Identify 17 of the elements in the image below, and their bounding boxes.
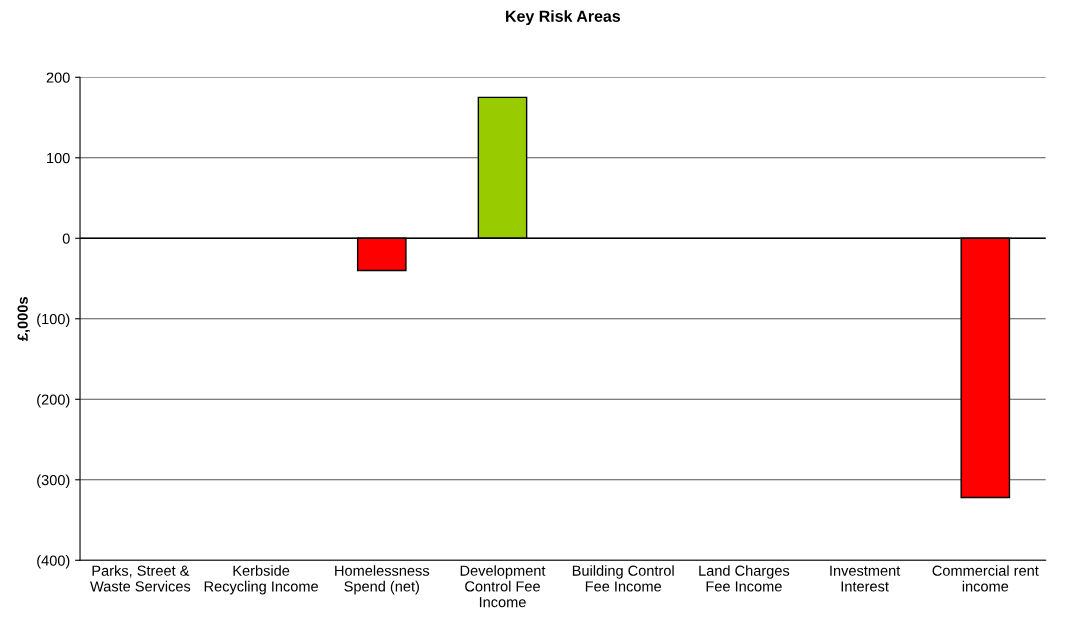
x-tick-label: Land Charges Fee Income xyxy=(699,565,790,592)
x-tick-label: Parks, Street & Waste Services xyxy=(90,565,191,592)
y-axis-title: £,000s xyxy=(17,297,30,341)
x-tick-label: Kerbside Recycling Income xyxy=(204,565,318,595)
y-tick-label: 100 xyxy=(47,152,70,164)
chart-title: Key Risk Areas xyxy=(506,10,621,26)
x-tick-label: Development Control Fee Income xyxy=(460,565,546,608)
x-tick-label: Homelessness Spend (net) xyxy=(335,565,430,595)
x-tick-label: Building Control Fee Income xyxy=(572,565,674,592)
y-tick-label: (100) xyxy=(37,313,70,328)
x-tick-label: Commercial rent income xyxy=(932,565,1039,592)
x-tick-label: Investment Interest xyxy=(830,565,901,592)
y-tick-label: (200) xyxy=(37,394,70,408)
y-tick-label: 0 xyxy=(62,233,70,244)
y-tick-label: (300) xyxy=(37,474,70,489)
y-tick-label: (400) xyxy=(37,555,70,569)
y-tick-label: 200 xyxy=(46,72,70,83)
